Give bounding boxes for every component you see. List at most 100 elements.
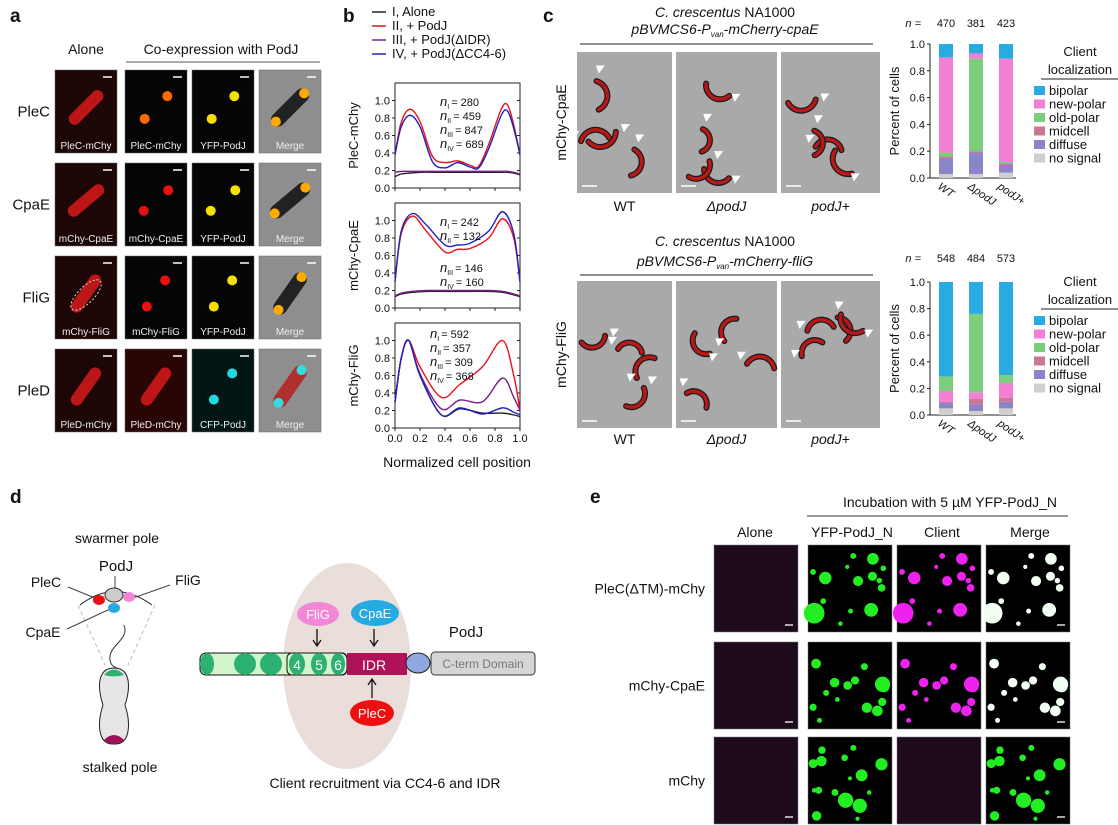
profile-line-iv xyxy=(394,109,521,170)
arrowhead-icon xyxy=(608,336,618,345)
droplet xyxy=(988,569,994,575)
micrograph xyxy=(124,162,188,247)
n-subscript: IV xyxy=(447,284,454,291)
droplet xyxy=(837,792,854,808)
droplet xyxy=(908,571,921,585)
cell-phase xyxy=(270,88,310,127)
y-tick-label: 1.0 xyxy=(375,336,390,348)
legend-title: Client xyxy=(1063,44,1097,59)
y-tick-label: 0.2 xyxy=(375,166,390,178)
droplet xyxy=(1031,576,1042,587)
n-annotation: nII = 459 xyxy=(440,108,481,125)
droplet xyxy=(1016,621,1021,626)
droplet xyxy=(1026,608,1032,614)
bar-segment-old-polar xyxy=(939,376,953,392)
droplet xyxy=(1050,705,1061,717)
arrowhead-icon xyxy=(595,65,605,74)
polar-focus xyxy=(139,113,150,124)
droplet xyxy=(998,598,1005,604)
legend-entry: II, + PodJ xyxy=(392,18,447,33)
y-tick-label: 0.4 xyxy=(375,148,390,160)
bar-segment-diffuse xyxy=(999,401,1013,409)
y-axis-label: mChy-CpaE xyxy=(346,220,361,291)
droplet xyxy=(810,569,816,575)
plasmid-prefix: pBVMCS6-P xyxy=(636,253,717,269)
cell-mcherry-signal xyxy=(629,147,644,178)
n-annotation: nIV = 160 xyxy=(440,274,484,291)
n-value: 484 xyxy=(967,253,985,265)
n-value: 423 xyxy=(997,18,1015,30)
droplet xyxy=(861,702,873,713)
droplet xyxy=(927,621,932,626)
y-tick-label: 0.8 xyxy=(375,233,390,245)
cpae-blob xyxy=(108,603,120,613)
droplet xyxy=(1028,676,1038,685)
polar-focus xyxy=(300,182,311,193)
arrowhead-icon xyxy=(805,134,815,143)
droplet xyxy=(838,621,843,626)
e-row-label: mChy-CpaE xyxy=(629,678,705,694)
cell-signal xyxy=(140,367,172,406)
bar-segment-old-polar xyxy=(999,161,1013,164)
micrograph-caption: PleD-mChy xyxy=(130,420,181,431)
panel-label-d: d xyxy=(10,487,22,508)
phase-contrast-image xyxy=(781,281,880,428)
y-tick-label: 0.0 xyxy=(375,303,390,315)
c-title-strain: C. crescentus NA1000 xyxy=(655,233,795,249)
d-caption: Client recruitment via CC4-6 and IDR xyxy=(269,775,500,791)
droplet xyxy=(899,604,908,614)
droplet xyxy=(966,584,975,592)
cell-mcherry-signal xyxy=(812,128,825,157)
droplet xyxy=(1026,776,1031,781)
bar-segment-new-polar xyxy=(939,391,953,402)
polar-focus xyxy=(273,397,284,408)
plec-client xyxy=(350,700,394,726)
micrograph-caption: mChy-FliG xyxy=(62,327,110,338)
droplet xyxy=(866,790,872,795)
cell-signal xyxy=(67,184,105,217)
droplet xyxy=(843,681,852,690)
a-row-label: PleD xyxy=(17,383,50,400)
legend-swatch xyxy=(1034,343,1045,352)
polar-focus xyxy=(299,88,310,99)
droplet xyxy=(987,703,995,711)
droplet xyxy=(956,553,968,565)
n-symbol: n xyxy=(440,274,447,289)
cell-mcherry-signal xyxy=(579,128,611,143)
n-subscript: I xyxy=(447,104,449,111)
profile-line-iii xyxy=(394,170,521,175)
cell-mcherry-signal xyxy=(704,81,732,102)
bar-segment-bipolar xyxy=(999,282,1013,376)
n-symbol: n xyxy=(440,136,447,151)
arrowhead-icon xyxy=(620,124,630,133)
swarmer-pole-cap xyxy=(104,669,124,677)
droplet xyxy=(1045,553,1057,565)
droplet xyxy=(867,571,877,581)
zoom-guide-lines xyxy=(77,604,156,666)
n-symbol: n xyxy=(430,354,437,369)
c-column-label: ΔpodJ xyxy=(706,431,748,447)
plasmid-suffix: -mCherry-cpaE xyxy=(724,21,820,37)
n-symbol: n xyxy=(440,94,447,109)
droplet xyxy=(1015,792,1032,808)
cc6-label: 6 xyxy=(334,657,342,673)
droplet xyxy=(831,788,839,796)
droplet xyxy=(834,697,840,702)
droplet xyxy=(1001,689,1008,696)
droplet xyxy=(981,602,1003,624)
n-annotation: nIV = 368 xyxy=(430,368,474,385)
c-column-label: podJ+ xyxy=(810,431,850,447)
y-tick-label: 0.2 xyxy=(910,146,925,158)
micrograph-caption: YFP-PodJ xyxy=(200,234,246,245)
e-column-header: Client xyxy=(924,524,960,540)
legend-entry: old-polar xyxy=(1049,110,1100,125)
droplet xyxy=(942,576,953,587)
bar-segment-new-polar xyxy=(969,392,983,400)
flig-client-label: FliG xyxy=(306,607,330,622)
confocal-image xyxy=(896,736,982,825)
bar-segment-no-signal xyxy=(939,173,953,178)
bar-segment-new-polar xyxy=(939,57,953,153)
bar-segment-bipolar xyxy=(969,282,983,314)
droplet xyxy=(852,798,867,813)
